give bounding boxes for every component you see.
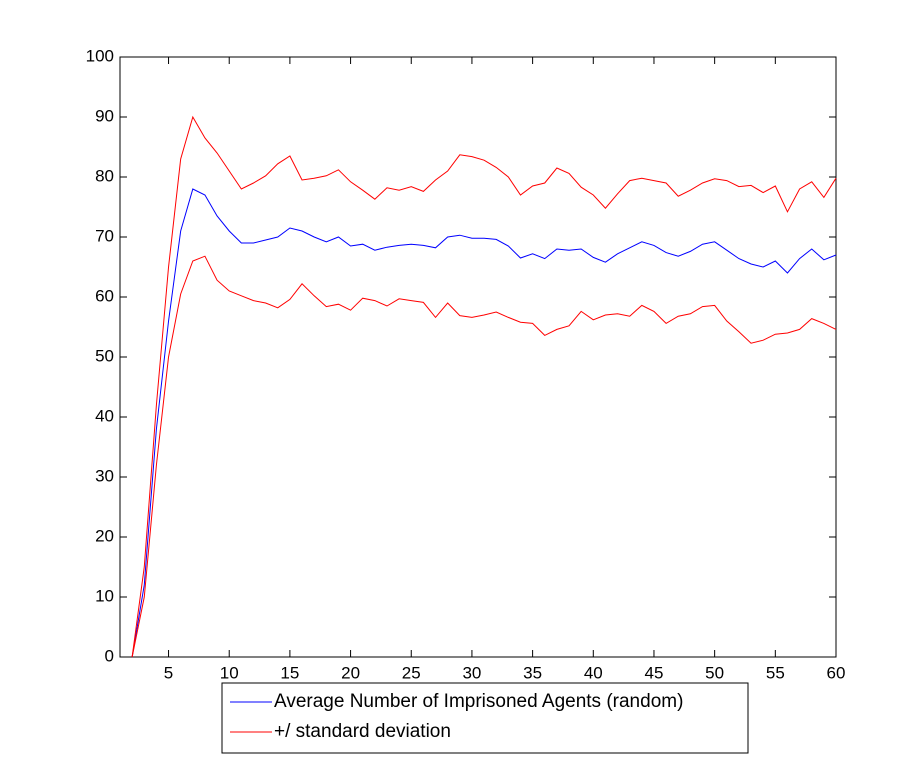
data-line bbox=[131, 188, 837, 658]
data-line bbox=[131, 115, 837, 658]
x-tick-label: 45 bbox=[645, 663, 664, 682]
y-tick-label: 10 bbox=[95, 586, 114, 605]
y-tick-label: 90 bbox=[95, 106, 114, 125]
legend-label: +/ standard deviation bbox=[274, 721, 451, 742]
y-tick-label: 30 bbox=[95, 466, 114, 485]
data-line bbox=[131, 255, 837, 658]
y-tick-label: 0 bbox=[105, 646, 114, 665]
y-tick-label: 40 bbox=[95, 406, 114, 425]
x-tick-label: 15 bbox=[280, 663, 299, 682]
y-tick-label: 100 bbox=[86, 46, 114, 65]
y-tick-label: 70 bbox=[95, 226, 114, 245]
x-tick-label: 30 bbox=[462, 663, 481, 682]
y-tick-label: 60 bbox=[95, 286, 114, 305]
y-tick-label: 80 bbox=[95, 166, 114, 185]
legend-label: Average Number of Imprisoned Agents (ran… bbox=[274, 691, 683, 712]
x-tick-label: 35 bbox=[523, 663, 542, 682]
y-tick-label: 20 bbox=[95, 526, 114, 545]
x-tick-label: 20 bbox=[341, 663, 360, 682]
x-tick-label: 10 bbox=[220, 663, 239, 682]
x-tick-label: 60 bbox=[827, 663, 846, 682]
legend-box bbox=[221, 682, 749, 754]
x-tick-label: 40 bbox=[584, 663, 603, 682]
x-tick-label: 5 bbox=[164, 663, 173, 682]
x-tick-label: 25 bbox=[402, 663, 421, 682]
x-tick-label: 50 bbox=[705, 663, 724, 682]
x-tick-label: 55 bbox=[766, 663, 785, 682]
y-tick-label: 50 bbox=[95, 346, 114, 365]
plot-area bbox=[119, 56, 837, 658]
